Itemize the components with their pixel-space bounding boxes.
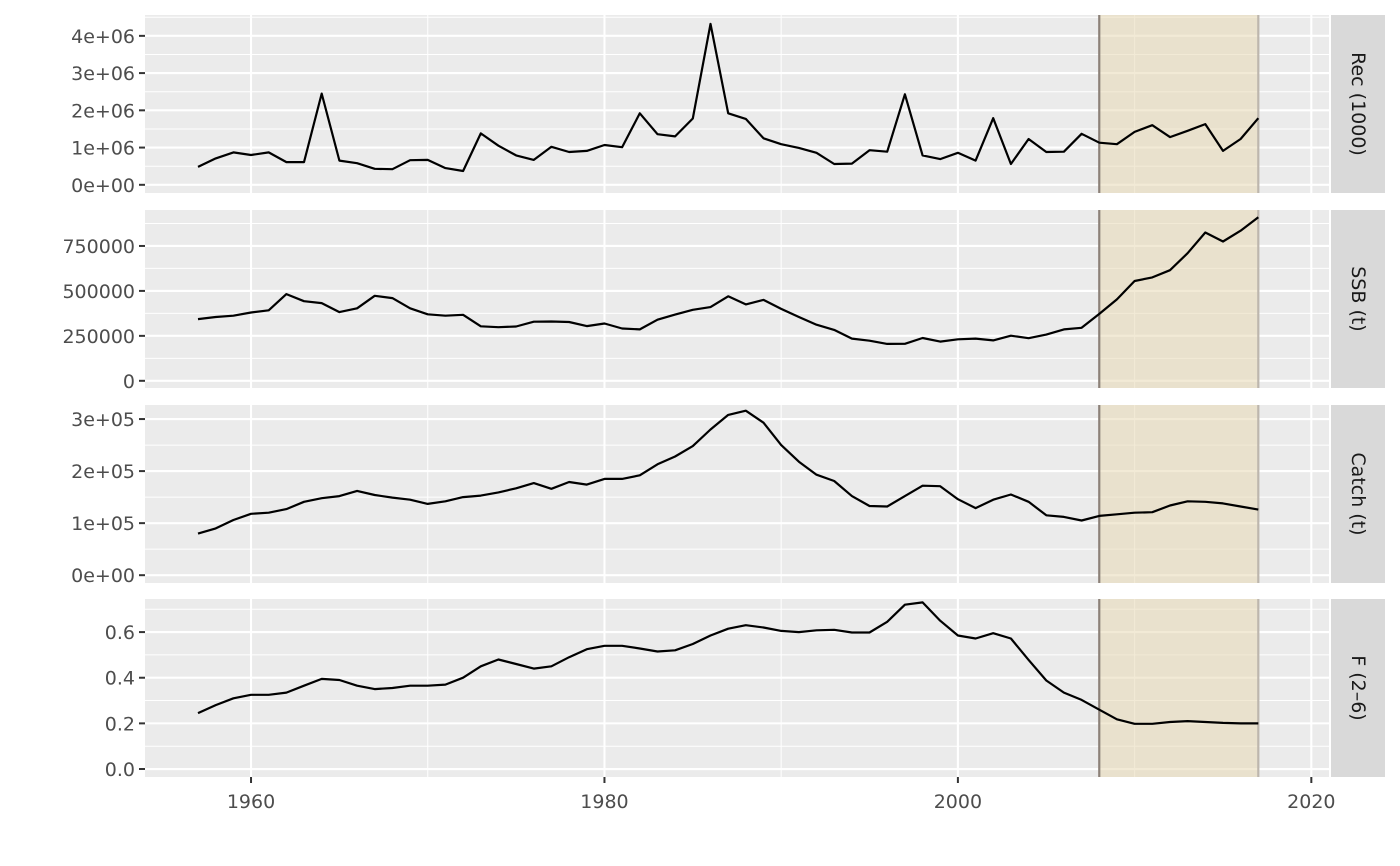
facet-strip xyxy=(1331,210,1385,388)
y-tick-label: 0.2 xyxy=(105,713,135,735)
x-axis: 1960 1980 2000 2020 xyxy=(227,777,1336,813)
facet-strip-label: F (2–6) xyxy=(1347,655,1369,720)
highlight-band xyxy=(1099,405,1259,583)
y-tick-label: 0 xyxy=(123,371,135,393)
facet-panel-4: 0.0 0.2 0.4 0.6 F (2–6) xyxy=(105,599,1385,781)
highlight-band xyxy=(1099,210,1259,388)
facet-panel-2: 0 250000 500000 750000 SSB (t) xyxy=(62,210,1385,393)
x-tick-label: 1960 xyxy=(227,791,275,813)
facet-strip-label: Catch (t) xyxy=(1347,452,1369,535)
highlight-band xyxy=(1099,599,1259,777)
series-line xyxy=(197,409,1259,535)
facet-panel-1: 0e+00 1e+06 2e+06 3e+06 4e+06 Rec (1000) xyxy=(71,15,1385,197)
facet-panel-3: 0e+00 1e+05 2e+05 3e+05 Catch (t) xyxy=(71,405,1385,587)
x-tick-label: 1980 xyxy=(580,791,628,813)
y-tick-label: 0e+00 xyxy=(71,565,135,587)
y-tick-label: 1e+05 xyxy=(71,513,135,535)
y-tick-label: 0.4 xyxy=(105,668,135,690)
y-tick-label: 3e+05 xyxy=(71,409,135,431)
x-tick-label: 2000 xyxy=(934,791,982,813)
y-tick-label: 500000 xyxy=(62,281,135,303)
series-line xyxy=(197,22,1260,173)
y-tick-label: 3e+06 xyxy=(71,63,135,85)
y-tick-label: 0e+00 xyxy=(71,175,135,197)
facet-strip xyxy=(1331,599,1385,777)
facet-strip-label: Rec (1000) xyxy=(1347,52,1369,156)
y-tick-label: 2e+05 xyxy=(71,461,135,483)
y-tick-label: 750000 xyxy=(62,236,135,258)
y-tick-label: 0.0 xyxy=(105,759,135,781)
y-tick-label: 2e+06 xyxy=(71,100,135,122)
y-tick-label: 4e+06 xyxy=(71,26,135,48)
series-line xyxy=(197,216,1259,345)
facet-strip-label: SSB (t) xyxy=(1347,266,1369,331)
series-line xyxy=(197,601,1259,725)
y-tick-label: 0.6 xyxy=(105,622,135,644)
y-tick-label: 1e+06 xyxy=(71,138,135,160)
y-tick-label: 250000 xyxy=(62,326,135,348)
x-tick-label: 2020 xyxy=(1287,791,1335,813)
facet-strip xyxy=(1331,405,1385,583)
facet-strip xyxy=(1331,15,1385,193)
highlight-band xyxy=(1099,15,1259,193)
